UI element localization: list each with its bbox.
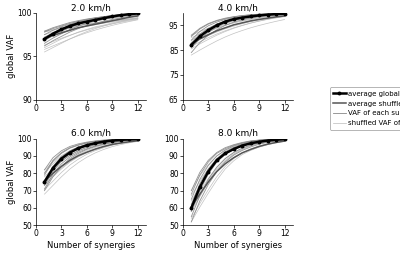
Y-axis label: global VAF: global VAF bbox=[7, 34, 16, 78]
Legend: average global VAF, average shuffled VAF, VAF of each subject, shuffled VAF of e: average global VAF, average shuffled VAF… bbox=[330, 87, 400, 130]
Title: 8.0 km/h: 8.0 km/h bbox=[218, 129, 258, 138]
X-axis label: Number of synergies: Number of synergies bbox=[194, 241, 282, 250]
Y-axis label: global VAF: global VAF bbox=[7, 160, 16, 204]
X-axis label: Number of synergies: Number of synergies bbox=[47, 241, 135, 250]
Title: 4.0 km/h: 4.0 km/h bbox=[218, 3, 258, 12]
Title: 6.0 km/h: 6.0 km/h bbox=[71, 129, 111, 138]
Title: 2.0 km/h: 2.0 km/h bbox=[71, 3, 111, 12]
